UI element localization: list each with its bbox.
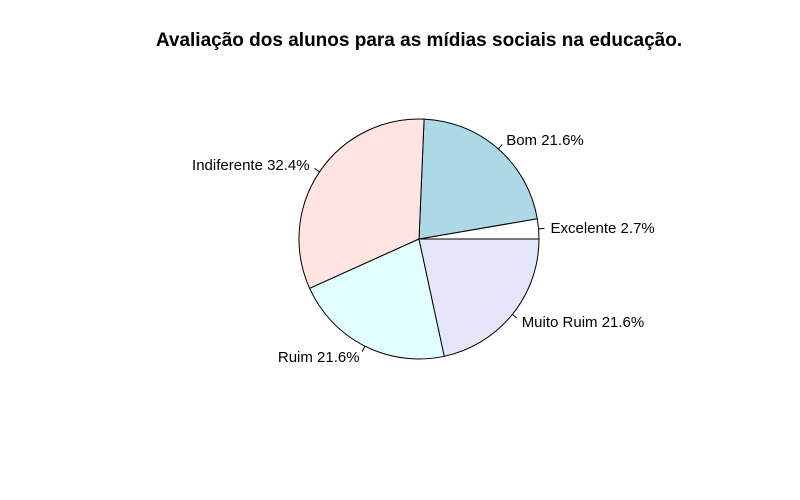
pie-tick-indiferente: [314, 168, 320, 173]
pie-tick-excelente: [538, 227, 545, 230]
chart-title: Avaliação dos alunos para as mídias soci…: [155, 30, 683, 51]
pie-label-muito-ruim: Muito Ruim 21.6%: [522, 314, 645, 331]
pie-label-excelente: Excelente 2.7%: [551, 220, 655, 237]
pie-label-bom: Bom 21.6%: [506, 132, 584, 149]
pie-slice-indiferente: [298, 118, 425, 290]
pie-label-indiferente: Indiferente 32.4%: [192, 157, 310, 174]
pie-tick-muito-ruim: [512, 313, 518, 319]
pie-tick-ruim: [361, 345, 366, 352]
pie-label-ruim: Ruim 21.6%: [278, 349, 360, 366]
pie-tick-bom: [497, 144, 503, 150]
